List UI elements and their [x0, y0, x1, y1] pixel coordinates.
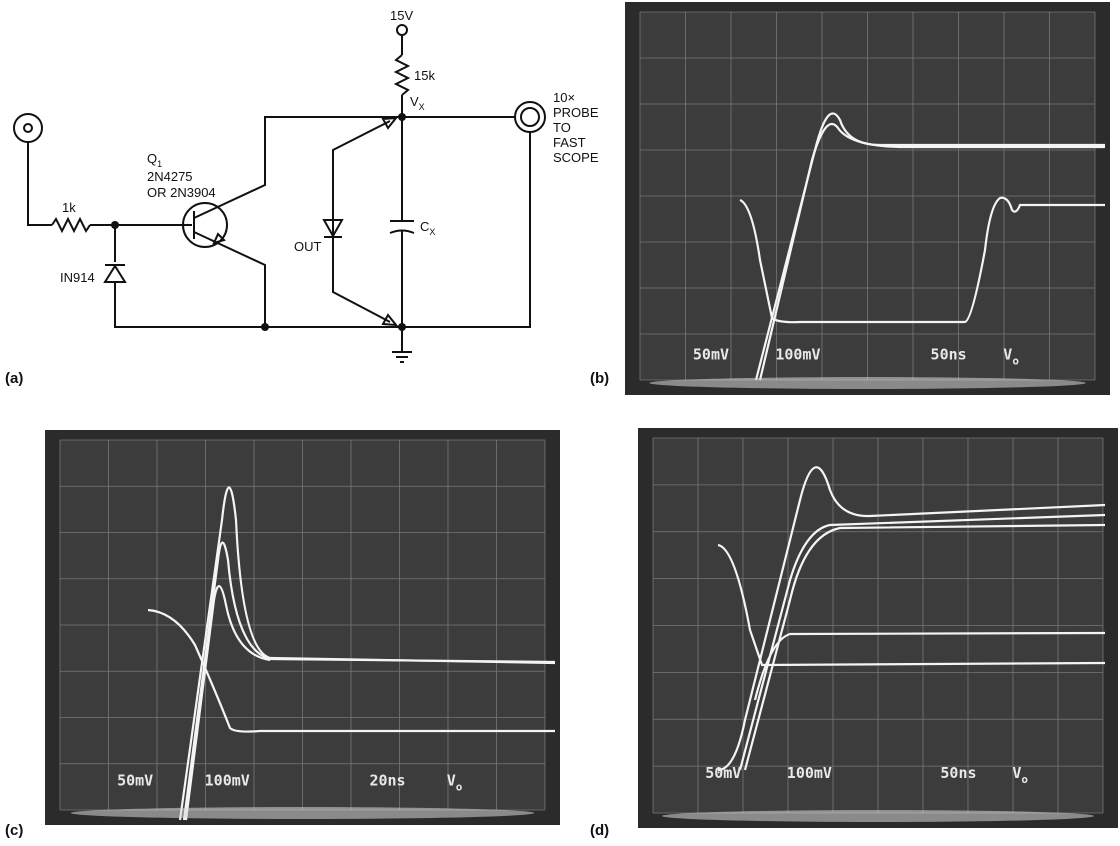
emitter	[193, 231, 266, 327]
probe-mark-letter: V	[1003, 346, 1012, 364]
transistor-name: Q	[147, 151, 157, 166]
supply-label: 15V	[390, 8, 413, 23]
out-label: OUT	[294, 239, 322, 254]
subscript: X	[419, 102, 425, 112]
trace	[147, 608, 555, 733]
panel-label: (d)	[590, 822, 609, 839]
subscript: 1	[157, 159, 162, 169]
scope-readout: 50ns	[940, 764, 976, 782]
trace	[182, 541, 556, 821]
scope-readout: 100mV	[205, 772, 250, 790]
subscript: o	[1012, 355, 1019, 368]
trace	[717, 466, 1106, 772]
panel-label: (c)	[5, 822, 23, 839]
scope-readout: 100mV	[787, 764, 832, 782]
probe-mark-letter: V	[1012, 764, 1021, 782]
diode-label: IN914	[60, 270, 95, 285]
trace	[184, 585, 271, 821]
resistor	[51, 216, 91, 234]
probe-line: PROBE	[553, 105, 599, 120]
scope-readout: 20ns	[369, 772, 405, 790]
trace	[753, 631, 1106, 701]
input-connector	[13, 113, 43, 143]
trace	[758, 122, 1105, 381]
trace	[178, 486, 556, 821]
wire	[27, 142, 52, 226]
diode	[322, 219, 344, 239]
transistor	[182, 202, 228, 248]
screen-glare	[649, 377, 1086, 389]
screen-glare	[70, 807, 535, 819]
trace	[717, 543, 1106, 667]
trace	[739, 196, 1105, 324]
wire	[114, 132, 531, 328]
supply-terminal	[396, 24, 408, 36]
scope-readout: 50ns	[931, 346, 967, 364]
scope: 50mV 100mV 20ns Vo	[45, 430, 560, 825]
screen-glare	[662, 810, 1094, 822]
scope-readout: 50mV	[693, 346, 729, 364]
probe-line: FAST	[553, 135, 586, 150]
arrow	[381, 313, 399, 327]
node-name: V	[410, 94, 419, 109]
trace	[738, 513, 1106, 771]
probe-line: TO	[553, 120, 571, 135]
part-label: OR 2N3904	[147, 185, 216, 200]
schematic: 1k IN914 Q1 2N4275 OR 2N3904 15V 15k VX …	[5, 8, 599, 387]
scope: 50mV 100mV 50ns Vo	[638, 428, 1118, 828]
subscript: o	[1021, 773, 1028, 786]
capacitor-plate	[389, 229, 415, 234]
panel-label: (a)	[5, 370, 23, 387]
scope: 50mV 100mV 50ns Vo	[625, 2, 1110, 395]
arrow	[381, 116, 399, 130]
probe-line: SCOPE	[553, 150, 599, 165]
diode	[103, 264, 127, 283]
probe-pin	[520, 107, 540, 127]
scope-readout: 100mV	[775, 346, 820, 364]
subscript: o	[456, 781, 463, 794]
scope-readout: 50mV	[705, 764, 741, 782]
resistor	[393, 54, 411, 96]
capacitor-label: CX	[420, 219, 435, 237]
collector	[193, 116, 400, 219]
emitter-arrow	[212, 232, 226, 245]
scope-readout: 50mV	[117, 772, 153, 790]
resistor-label: 15k	[414, 68, 435, 83]
trace	[743, 523, 1106, 771]
probe-mark: Vo	[447, 772, 463, 794]
cap-name: C	[420, 219, 429, 234]
node	[398, 323, 406, 331]
transistor-label: Q1	[147, 151, 162, 169]
probe-line: 10×	[553, 90, 575, 105]
probe-mark: Vo	[1012, 764, 1028, 786]
part-label: 2N4275	[147, 169, 193, 184]
panel-label: (b)	[590, 370, 609, 387]
probe-mark: Vo	[1003, 346, 1019, 368]
subscript: X	[429, 227, 435, 237]
resistor-label: 1k	[62, 200, 76, 215]
input-pin	[23, 123, 33, 133]
node-label: VX	[410, 94, 425, 112]
probe-connector	[514, 101, 546, 133]
probe-mark-letter: V	[447, 772, 456, 790]
